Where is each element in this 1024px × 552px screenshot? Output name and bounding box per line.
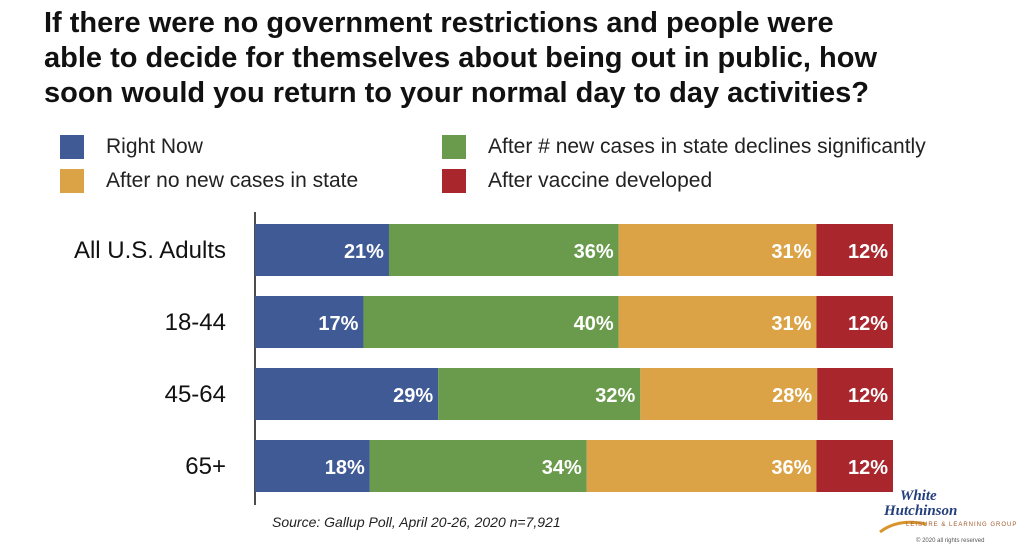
logo-line: White xyxy=(900,488,937,504)
data-label: 40% xyxy=(574,313,614,335)
chart-title-line: able to decide for themselves about bein… xyxy=(44,42,878,74)
legend-label: After # new cases in state declines sign… xyxy=(488,135,926,158)
bar-segment xyxy=(388,224,619,276)
logo-copyright: © 2020 all rights reserved xyxy=(916,538,985,544)
source-note: Source: Gallup Poll, April 20-26, 2020 n… xyxy=(272,514,561,530)
bar-segment xyxy=(255,296,364,348)
legend-item-cases-decline: After # new cases in state declines sign… xyxy=(442,134,926,160)
chart-title-line: If there were no government restrictions… xyxy=(44,7,834,39)
bar-segment xyxy=(255,368,439,420)
legend-label: After vaccine developed xyxy=(488,169,713,192)
bar-segment xyxy=(816,224,893,276)
legend-item-no-new-cases: After no new cases in state xyxy=(60,168,358,194)
data-label: 31% xyxy=(771,313,811,335)
legend-item-vaccine: After vaccine developed xyxy=(442,168,712,194)
bar-segment xyxy=(255,440,370,492)
logo-swoosh-icon xyxy=(879,520,927,534)
category-label: 65+ xyxy=(185,453,226,480)
bar-segment xyxy=(817,368,893,420)
data-label: 29% xyxy=(393,385,433,407)
data-label: 12% xyxy=(848,457,888,479)
data-label: 36% xyxy=(574,241,614,263)
data-label: 17% xyxy=(318,313,358,335)
chart-title-line: soon would you return to your normal day… xyxy=(44,77,869,109)
logo-line: Hutchinson xyxy=(884,503,958,519)
category-label: 45-64 xyxy=(165,381,226,408)
bar-segment xyxy=(255,224,389,276)
bar-segment xyxy=(640,368,818,420)
legend-swatch xyxy=(442,135,466,159)
bar-segment xyxy=(369,440,587,492)
legend-swatch xyxy=(60,169,84,193)
bar-segment xyxy=(816,296,893,348)
category-label: 18-44 xyxy=(165,309,226,336)
logo-tagline: LEISURE & LEARNING GROUP xyxy=(906,522,1018,528)
legend-item-right-now: Right Now xyxy=(60,134,203,160)
data-label: 12% xyxy=(848,241,888,263)
bar-segment xyxy=(586,440,817,492)
data-label: 31% xyxy=(771,241,811,263)
bar-segment xyxy=(438,368,641,420)
bar-segment xyxy=(618,224,817,276)
data-label: 34% xyxy=(542,457,582,479)
data-label: 18% xyxy=(325,457,365,479)
bar-segment xyxy=(816,440,893,492)
legend-swatch xyxy=(60,135,84,159)
bar-segment xyxy=(618,296,817,348)
data-label: 32% xyxy=(595,385,635,407)
data-label: 21% xyxy=(344,241,384,263)
white-hutchinson-logo: White Hutchinson LEISURE & LEARNING GROU… xyxy=(876,488,1016,548)
data-label: 28% xyxy=(772,385,812,407)
chart-title: If there were no government restrictions… xyxy=(44,6,1004,111)
legend-swatch xyxy=(442,169,466,193)
legend-label: Right Now xyxy=(106,135,203,158)
data-label: 12% xyxy=(848,385,888,407)
data-label: 36% xyxy=(771,457,811,479)
legend-label: After no new cases in state xyxy=(106,169,359,192)
bar-segment xyxy=(363,296,619,348)
category-label: All U.S. Adults xyxy=(74,237,226,264)
data-label: 12% xyxy=(848,313,888,335)
